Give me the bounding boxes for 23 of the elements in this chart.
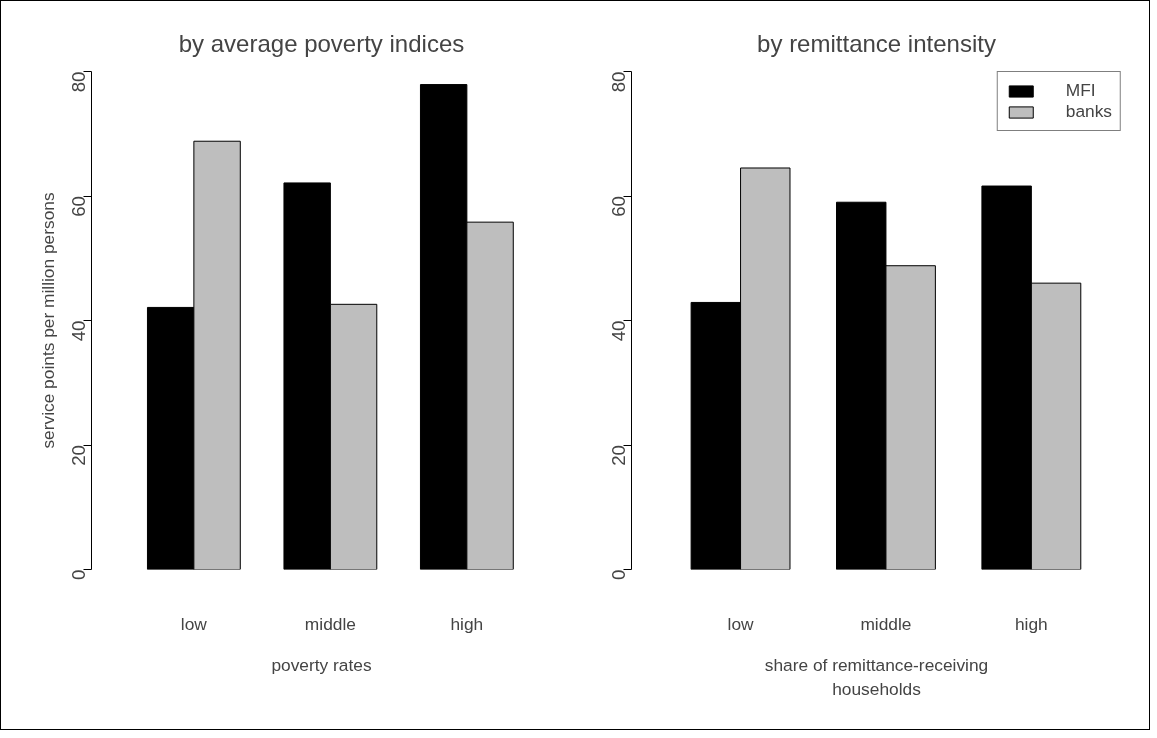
y-tick-label: 60: [68, 195, 89, 217]
y-axis-title: service points per million persons: [37, 192, 58, 449]
y-tick-label: 20: [68, 444, 89, 466]
x-axis-title: poverty rates: [271, 654, 372, 675]
legend-label: MFI: [1065, 80, 1096, 101]
x-tick-label: middle: [860, 613, 912, 634]
y-tick-label: 40: [68, 320, 89, 342]
y-tick-label: 20: [608, 444, 629, 466]
x-tick-label: high: [1014, 613, 1048, 634]
y-tick-label: 60: [608, 195, 629, 217]
x-tick-label: low: [727, 613, 755, 634]
x-tick-label: middle: [304, 613, 356, 634]
y-tick-label: 80: [608, 71, 629, 93]
y-tick-label: 0: [68, 569, 89, 580]
x-axis-title: share of remittance-receiving households: [764, 654, 989, 699]
legend-label: banks: [1065, 101, 1112, 122]
y-tick-label: 40: [608, 320, 629, 342]
chart-title: by remittance intensity: [757, 29, 996, 57]
x-tick-label: low: [180, 613, 208, 634]
x-tick-label: high: [450, 613, 484, 634]
y-tick-label: 0: [608, 569, 629, 580]
y-tick-label: 80: [68, 71, 89, 93]
chart-title: by average poverty indices: [178, 29, 465, 57]
